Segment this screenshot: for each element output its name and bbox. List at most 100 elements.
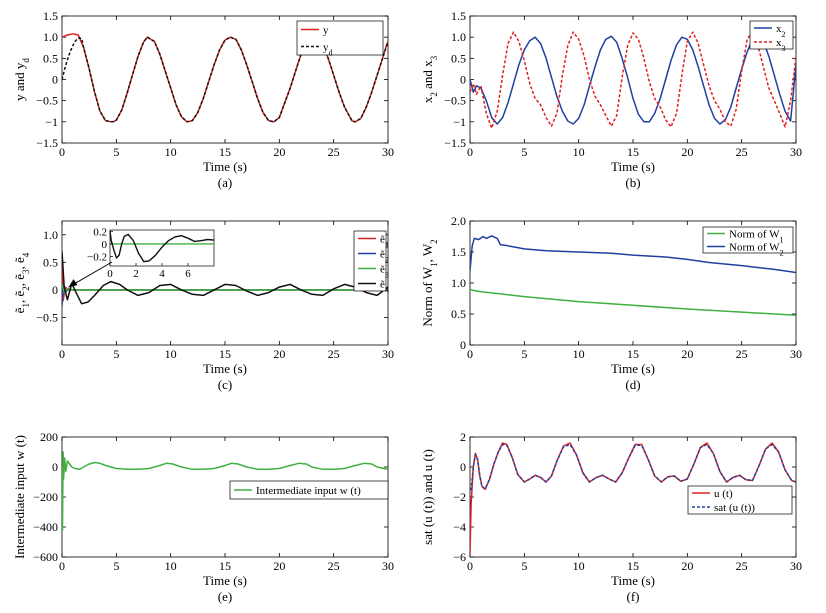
chart-panel-d: 0 5 10 15 20 25 30 0 0.5 1.0 1.5 2.0 Time (s) Norm of… (420, 214, 802, 392)
series-line-b-2 (470, 31, 796, 129)
y-tick-label: 1.0 (451, 30, 466, 44)
legend: Intermediate input w (t) (229, 480, 389, 500)
y-tick-label: 0.5 (451, 51, 466, 65)
y-tick-label: 200 (40, 430, 58, 444)
x-tick-label: 15 (219, 145, 231, 159)
inset-y-tick-label: 0.2 (93, 226, 107, 238)
x-axis-label: Time (s) (203, 159, 247, 174)
legend-label: Intermediate input w (t) (256, 485, 361, 497)
x-tick-label: 30 (790, 145, 802, 159)
y-axis-label: sat (u (t)) and u (t) (420, 449, 435, 545)
chart-panel-b: 0 5 10 15 20 25 30 −1.5 −1 −0.5 0 0.5 1.0 1.5 Time (s)… (420, 9, 802, 190)
x-tick-label: 5 (113, 145, 119, 159)
y-tick-label: −0.5 (36, 310, 58, 324)
y-tick-label: −2 (453, 490, 466, 504)
x-tick-label: 0 (467, 559, 473, 573)
series-line-d-1 (470, 288, 796, 316)
y-tick-label: 0.5 (43, 51, 58, 65)
zoom-inset: 0 2 4 6−0.200.2 (68, 226, 215, 288)
x-tick-label: 15 (219, 559, 231, 573)
y-tick-label: −200 (33, 490, 58, 504)
x-tick-label: 5 (521, 145, 527, 159)
y-tick-label: −4 (453, 520, 466, 534)
legend-label: ẽ3 (380, 264, 389, 280)
legend: u (t) sat (u (t)) (687, 485, 793, 515)
series-line-d-2 (470, 235, 796, 274)
x-tick-label: 30 (790, 559, 802, 573)
x-axis-label: Time (s) (203, 573, 247, 588)
legend-label: ẽ2 (380, 249, 389, 265)
x-tick-label: 5 (113, 347, 119, 361)
x-axis-label: Time (s) (611, 361, 655, 376)
legend-label: x2 (776, 23, 786, 39)
inset-x-tick-label: 4 (159, 268, 165, 280)
x-tick-label: 5 (521, 347, 527, 361)
x-tick-label: 20 (273, 559, 285, 573)
y-tick-label: −1.5 (444, 136, 466, 150)
x-tick-label: 10 (165, 559, 177, 573)
x-tick-label: 25 (328, 347, 340, 361)
series-line-a-2 (62, 36, 388, 123)
legend-label: x3 (776, 37, 786, 53)
y-tick-label: 1.5 (43, 9, 58, 23)
legend-label: yd (323, 42, 333, 58)
x-tick-label: 30 (790, 347, 802, 361)
inset-x-tick-label: 6 (185, 268, 191, 280)
legend-label: Norm of W1 (729, 229, 784, 245)
panel-caption: (a) (218, 175, 232, 190)
y-axis-label: x2 and x3 (420, 55, 439, 103)
y-tick-label: −1.5 (36, 136, 58, 150)
y-tick-label: 1.0 (43, 228, 58, 242)
x-tick-label: 15 (627, 347, 639, 361)
legend-label: ẽ4 (380, 279, 389, 295)
y-tick-label: 0 (52, 460, 58, 474)
y-tick-label: 1.0 (451, 276, 466, 290)
chart-panel-e: 0 5 10 15 20 25 30 −600 −400 −200 0 200 Time (s) Inte… (12, 430, 394, 604)
y-axis-label: Norm of W1, W2 (420, 239, 439, 326)
legend-label: y (323, 25, 329, 37)
x-axis-label: Time (s) (203, 361, 247, 376)
legend-label: sat (u (t)) (714, 502, 755, 514)
y-tick-label: 1.0 (43, 30, 58, 44)
y-tick-label: −1 (453, 115, 466, 129)
x-tick-label: 15 (219, 347, 231, 361)
x-tick-label: 20 (681, 559, 693, 573)
y-tick-label: −400 (33, 520, 58, 534)
y-tick-label: −600 (33, 550, 58, 564)
panel-caption: (b) (625, 175, 640, 190)
series-line-b-1 (470, 35, 796, 125)
x-tick-label: 30 (382, 347, 394, 361)
x-tick-label: 10 (165, 347, 177, 361)
y-tick-label: −6 (453, 550, 466, 564)
inset-y-tick-label: 0 (102, 239, 108, 251)
y-tick-label: 0.5 (43, 255, 58, 269)
panel-caption: (d) (625, 377, 640, 392)
y-tick-label: 2.0 (451, 214, 466, 228)
legend-label: Norm of W2 (729, 242, 784, 258)
legend-label: ẽ1 (380, 234, 389, 250)
x-tick-label: 10 (573, 145, 585, 159)
legend: y yd (296, 20, 384, 58)
x-tick-label: 15 (627, 559, 639, 573)
x-tick-label: 0 (59, 347, 65, 361)
x-tick-label: 25 (736, 559, 748, 573)
plot-frame (469, 15, 797, 144)
panel-caption: (c) (218, 377, 232, 392)
panel-caption: (e) (218, 589, 232, 604)
x-tick-label: 5 (113, 559, 119, 573)
inset-x-tick-label: 0 (107, 268, 113, 280)
y-axis-label: Intermediate input w (t) (12, 435, 27, 559)
x-axis-label: Time (s) (611, 159, 655, 174)
y-tick-label: 2 (460, 430, 466, 444)
y-tick-label: 0 (52, 73, 58, 87)
x-tick-label: 15 (627, 145, 639, 159)
series-line-c-4 (62, 251, 388, 305)
series-line-e-1 (62, 451, 388, 531)
x-tick-label: 20 (273, 347, 285, 361)
x-tick-label: 0 (467, 145, 473, 159)
y-tick-label: 0 (460, 338, 466, 352)
